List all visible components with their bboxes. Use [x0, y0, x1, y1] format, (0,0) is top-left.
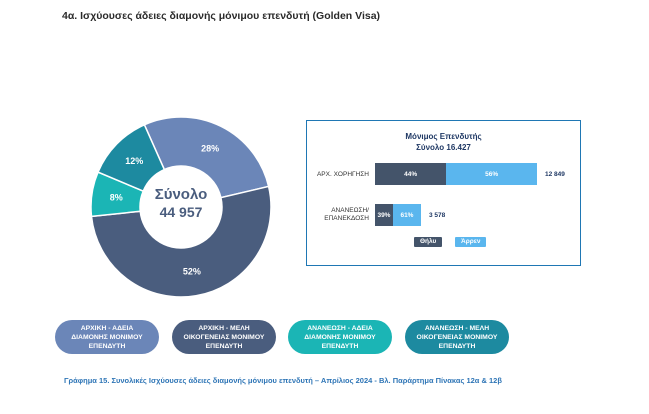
bar-segment-male: 61%	[392, 204, 421, 226]
legend-pill-renewal_members: ΑΝΑΝΕΩΣΗ - ΜΕΛΗ ΟΙΚΟΓΕΝΕΙΑΣ ΜΟΝΙΜΟΥ ΕΠΕΝ…	[405, 320, 509, 354]
donut-hole	[140, 166, 222, 248]
bar-segment-female: 39%	[375, 204, 393, 226]
bar-category-label: ΑΡΧ. ΧΟΡΗΓΗΣΗ	[316, 171, 369, 178]
figure-caption: Γράφημα 15. Συνολικές Ισχύουσες άδειες δ…	[64, 376, 502, 385]
donut-center-value: 44 957	[160, 204, 203, 220]
bar-total-label: 12 849	[545, 171, 565, 178]
legend-pill-members: ΑΡΧΙΚΗ - ΜΕΛΗ ΟΙΚΟΓΕΝΕΙΑΣ ΜΟΝΙΜΟΥ ΕΠΕΝΔΥ…	[172, 320, 276, 354]
bar-segment-male: 56%	[446, 163, 537, 185]
donut-slice-label-renewal: 8%	[110, 192, 123, 202]
legend-male: Άρρεν	[455, 237, 487, 247]
legend-female: Θήλυ	[414, 237, 443, 247]
donut-center-title: Σύνολο	[155, 186, 208, 203]
bar-category-label: ΑΝΑΝΕΩΣΗ/ΕΠΑΝΕΚΔΟΣΗ	[324, 207, 369, 222]
legend-pill-renewal: ΑΝΑΝΕΩΣΗ - ΑΔΕΙΑ ΔΙΑΜΟΝΗΣ ΜΟΝΙΜΟΥ ΕΠΕΝΔΥ…	[288, 320, 392, 354]
donut-slice-label-renewal_members: 12%	[125, 156, 143, 166]
donut-slice-label-members: 52%	[183, 267, 201, 277]
bar-segment-female: 44%	[375, 163, 447, 185]
donut-slice-label-initial: 28%	[201, 143, 219, 153]
legend-pill-initial: ΑΡΧΙΚΗ - ΑΔΕΙΑ ΔΙΑΜΟΝΗΣ ΜΟΝΙΜΟΥ ΕΠΕΝΔΥΤΗ	[55, 320, 159, 354]
bar-chart-title: Μόνιμος Επενδυτής	[405, 132, 482, 141]
bar-chart-panel: Μόνιμος Επενδυτής Σύνολο 16.427 ΑΡΧ. ΧΟΡ…	[306, 120, 581, 266]
page-title: 4α. Ισχύουσες άδειες διαμονής μόνιμου επ…	[62, 10, 381, 22]
bar-total-label: 3 578	[429, 212, 446, 219]
bar-chart-subtitle: Σύνολο 16.427	[416, 143, 471, 152]
donut-chart: Σύνολο 44 957 28% 52% 8% 12%	[90, 116, 272, 298]
